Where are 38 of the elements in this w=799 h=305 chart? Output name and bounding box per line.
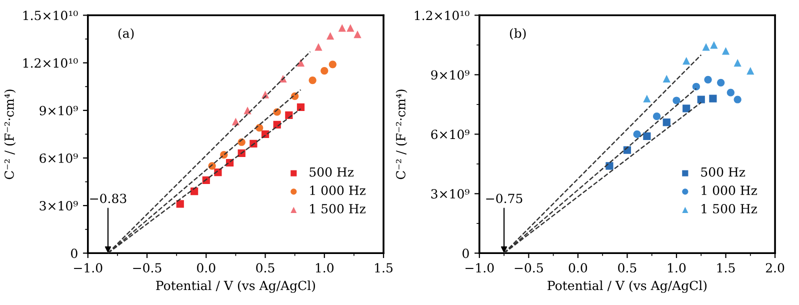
- y-tick-label: 3×10⁹: [40, 201, 78, 210]
- y-tick-label: 0: [71, 248, 78, 258]
- legend-label: 1 500 Hz: [310, 204, 366, 214]
- y-tick-label: 1.2×10¹⁰: [414, 10, 470, 20]
- y-tick-label: 6×10⁹: [431, 130, 470, 140]
- y-tick-label: 0: [462, 248, 469, 258]
- y-tick-label: 9×10⁹: [431, 70, 470, 80]
- y-tick-label: 3×10⁹: [431, 189, 470, 199]
- legend-label: 1 000 Hz: [310, 186, 366, 196]
- x-tick-label: 1.5: [717, 263, 735, 273]
- annotation: −0.75: [486, 194, 522, 204]
- x-axis-title: Potential / V (vs Ag/AgCl): [548, 280, 707, 293]
- y-tick-label: 9×10⁹: [40, 106, 78, 116]
- y-tick-label: 1.5×10¹⁰: [23, 10, 78, 20]
- x-tick-label: −1.0: [466, 263, 494, 273]
- x-tick-label: −0.5: [133, 263, 162, 273]
- annotation: (b): [510, 28, 526, 40]
- x-tick-label: 0.5: [618, 263, 636, 273]
- x-tick-label: −1.0: [74, 263, 102, 273]
- legend-label: 1 000 Hz: [702, 186, 757, 196]
- y-tick-label: 6×10⁹: [40, 153, 78, 163]
- x-axis-title: Potential / V (vs Ag/AgCl): [156, 280, 316, 293]
- x-tick-label: 2.0: [766, 263, 784, 273]
- x-tick-label: 0.0: [197, 263, 216, 273]
- y-tick-label: 1.2×10¹⁰: [23, 58, 78, 68]
- x-tick-label: −0.5: [514, 263, 543, 273]
- legend-label: 500 Hz: [310, 167, 354, 177]
- legend-label: 500 Hz: [701, 167, 746, 177]
- x-tick-label: 1.0: [316, 263, 334, 273]
- legend-label: 1 500 Hz: [702, 204, 757, 214]
- x-tick-label: 0.0: [568, 263, 588, 273]
- x-tick-label: 1.5: [375, 263, 392, 273]
- y-axis-title: C⁻² / (F⁻²·cm⁴): [4, 90, 16, 180]
- y-axis-title: C⁻² / (F⁻²·cm⁴): [396, 90, 408, 180]
- x-tick-label: 1.0: [668, 263, 686, 273]
- x-tick-label: 0.5: [256, 263, 274, 273]
- annotation: −0.83: [90, 194, 126, 204]
- annotation: (a): [118, 28, 134, 40]
